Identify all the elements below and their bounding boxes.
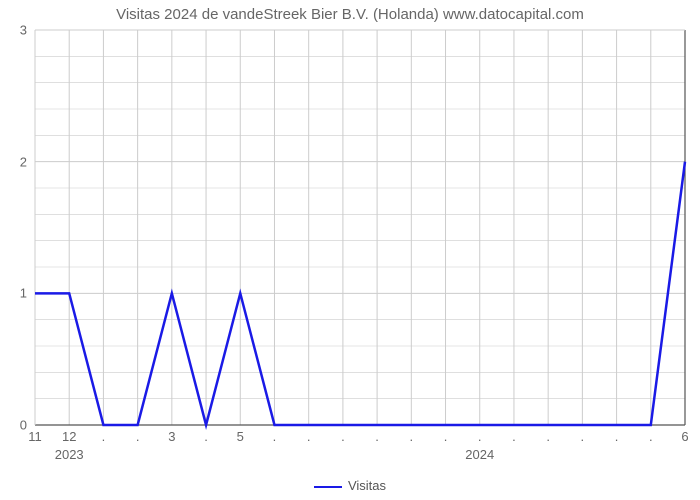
x-tick-dot: . <box>102 425 106 444</box>
x-tick-label: 3 <box>168 425 175 444</box>
x-tick-dot: . <box>410 425 414 444</box>
plot-area: 01231112356...............20232024 <box>35 30 685 425</box>
x-tick-dot: . <box>649 425 653 444</box>
x-year-label: 2023 <box>55 425 84 462</box>
x-tick-dot: . <box>307 425 311 444</box>
x-tick-dot: . <box>512 425 516 444</box>
x-tick-label: 11 <box>28 425 42 444</box>
x-year-label: 2024 <box>465 425 494 462</box>
y-tick-label: 3 <box>20 23 35 38</box>
x-tick-dot: . <box>615 425 619 444</box>
x-tick-dot: . <box>341 425 345 444</box>
x-tick-dot: . <box>273 425 277 444</box>
x-tick-label: 5 <box>237 425 244 444</box>
x-tick-label: 6 <box>681 425 688 444</box>
x-tick-dot: . <box>581 425 585 444</box>
plot-svg <box>35 30 685 425</box>
x-tick-dot: . <box>204 425 208 444</box>
x-tick-dot: . <box>444 425 448 444</box>
y-tick-label: 2 <box>20 154 35 169</box>
y-tick-label: 1 <box>20 286 35 301</box>
legend-label: Visitas <box>348 478 386 493</box>
legend-swatch <box>314 486 342 488</box>
chart-title: Visitas 2024 de vandeStreek Bier B.V. (H… <box>0 6 700 23</box>
x-tick-dot: . <box>375 425 379 444</box>
x-tick-dot: . <box>136 425 140 444</box>
chart-container: Visitas 2024 de vandeStreek Bier B.V. (H… <box>0 0 700 500</box>
x-tick-dot: . <box>546 425 550 444</box>
legend: Visitas <box>0 478 700 493</box>
